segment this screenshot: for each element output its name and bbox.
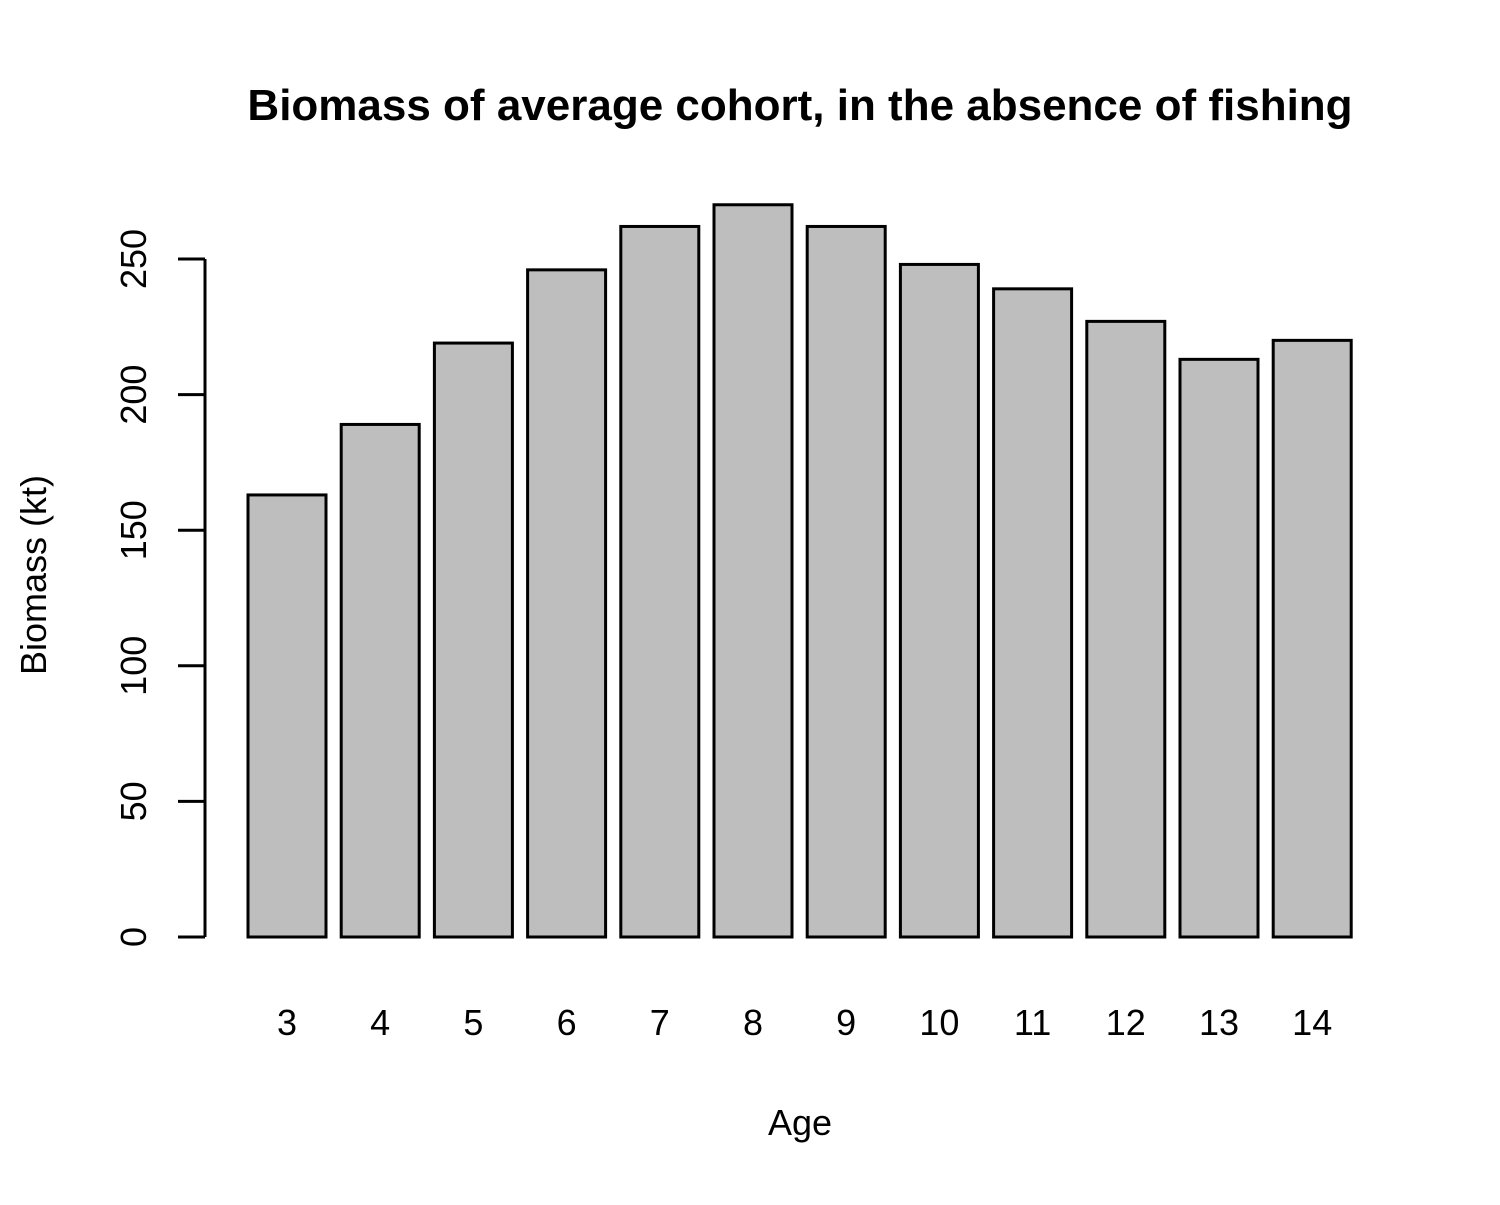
bar (712, 203, 794, 939)
x-axis-label: Age (768, 1102, 832, 1143)
x-tick-label: 14 (1292, 1002, 1332, 1043)
x-tick-label: 11 (1014, 1002, 1051, 1043)
x-tick-label: 10 (919, 1002, 959, 1043)
bar (339, 422, 421, 939)
bar (805, 224, 887, 939)
bar (1085, 319, 1167, 939)
x-tick-label: 8 (743, 1002, 763, 1043)
x-tick-label: 6 (557, 1002, 577, 1043)
y-tick-label: 150 (113, 500, 154, 560)
x-tick-label: 9 (836, 1002, 856, 1043)
bar (526, 268, 608, 939)
bar (1271, 338, 1353, 939)
y-axis-label: Biomass (kt) (13, 475, 54, 675)
y-tick-label: 0 (113, 927, 154, 947)
bar (619, 224, 701, 939)
x-tick-label: 4 (370, 1002, 390, 1043)
y-axis: 0 50 100 150 200 250 (113, 229, 207, 947)
x-tick-label: 7 (650, 1002, 670, 1043)
bar (1178, 357, 1260, 939)
y-tick-label: 200 (113, 365, 154, 425)
chart-title: Biomass of average cohort, in the absenc… (247, 81, 1352, 130)
x-tick-labels: 3 4 5 6 7 8 9 10 11 12 13 14 (277, 1002, 1332, 1043)
bar (246, 493, 328, 939)
y-tick-label: 100 (113, 636, 154, 696)
bar (898, 262, 980, 939)
bar (432, 341, 514, 939)
y-tick-label: 50 (113, 781, 154, 821)
x-tick-label: 12 (1106, 1002, 1146, 1043)
x-tick-label: 13 (1199, 1002, 1239, 1043)
bar (992, 287, 1074, 939)
x-tick-label: 5 (463, 1002, 483, 1043)
y-tick-label: 250 (113, 229, 154, 289)
x-tick-label: 3 (277, 1002, 297, 1043)
bars (246, 203, 1353, 939)
